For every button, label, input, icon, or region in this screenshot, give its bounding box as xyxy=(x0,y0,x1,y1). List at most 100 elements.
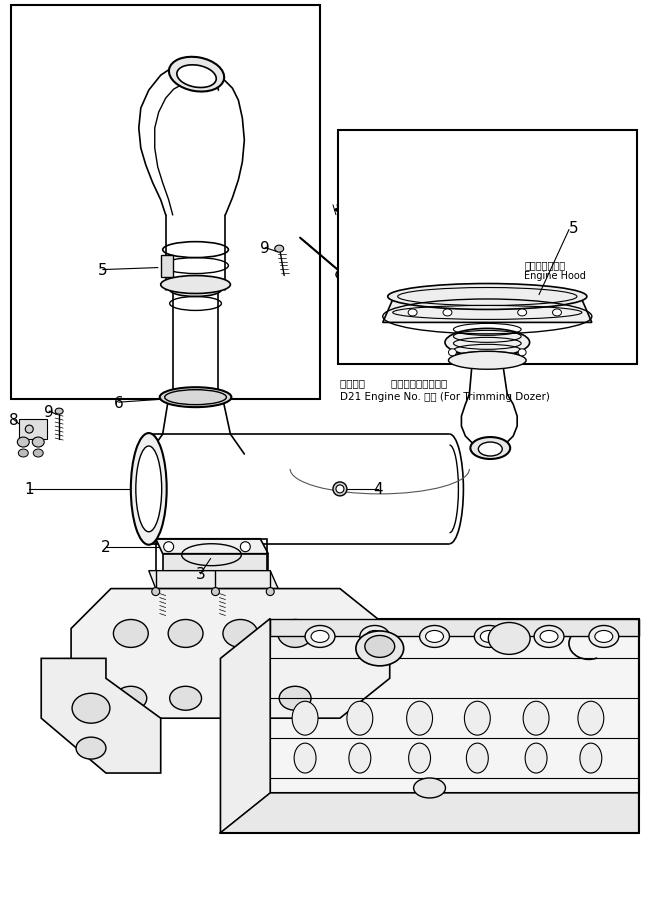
Ellipse shape xyxy=(426,630,443,643)
Ellipse shape xyxy=(488,623,530,655)
Ellipse shape xyxy=(177,66,216,88)
Ellipse shape xyxy=(223,619,258,648)
Ellipse shape xyxy=(518,310,526,317)
Ellipse shape xyxy=(465,701,490,735)
Bar xyxy=(338,131,637,365)
Text: 6: 6 xyxy=(114,395,124,410)
Ellipse shape xyxy=(580,743,602,773)
Ellipse shape xyxy=(305,626,335,648)
Ellipse shape xyxy=(445,329,530,357)
Ellipse shape xyxy=(448,350,456,356)
Ellipse shape xyxy=(413,778,445,798)
Ellipse shape xyxy=(240,542,251,552)
Ellipse shape xyxy=(25,425,33,434)
Ellipse shape xyxy=(278,619,313,648)
Bar xyxy=(19,420,47,440)
Ellipse shape xyxy=(474,626,504,648)
Ellipse shape xyxy=(525,743,547,773)
Polygon shape xyxy=(163,554,268,571)
Ellipse shape xyxy=(161,276,230,294)
Ellipse shape xyxy=(420,626,450,648)
Text: 9: 9 xyxy=(44,404,54,419)
Ellipse shape xyxy=(478,443,502,456)
Ellipse shape xyxy=(407,701,432,735)
Ellipse shape xyxy=(347,701,373,735)
Ellipse shape xyxy=(18,437,29,447)
Ellipse shape xyxy=(72,693,110,723)
Text: D21 Engine No. ・～ (For Trimming Dozer): D21 Engine No. ・～ (For Trimming Dozer) xyxy=(340,392,550,402)
Ellipse shape xyxy=(552,310,561,317)
Ellipse shape xyxy=(164,542,174,552)
Bar xyxy=(11,6,320,400)
Ellipse shape xyxy=(160,388,232,408)
Text: 1: 1 xyxy=(25,482,34,496)
Ellipse shape xyxy=(169,687,202,711)
Ellipse shape xyxy=(448,352,526,370)
Ellipse shape xyxy=(349,743,371,773)
Text: 4: 4 xyxy=(373,482,382,496)
Ellipse shape xyxy=(212,588,219,596)
Ellipse shape xyxy=(408,310,417,317)
Ellipse shape xyxy=(33,449,43,457)
Text: 適用号機        トリミングドーザ用: 適用号機 トリミングドーザ用 xyxy=(340,378,447,388)
Ellipse shape xyxy=(360,626,389,648)
Text: 8: 8 xyxy=(8,412,18,427)
Ellipse shape xyxy=(534,626,564,648)
Polygon shape xyxy=(221,793,639,833)
Ellipse shape xyxy=(409,743,430,773)
Ellipse shape xyxy=(578,701,604,735)
Text: 3: 3 xyxy=(195,567,205,581)
Ellipse shape xyxy=(18,449,29,457)
Polygon shape xyxy=(221,619,270,833)
Ellipse shape xyxy=(55,409,63,415)
Bar xyxy=(270,619,639,793)
Ellipse shape xyxy=(518,350,526,356)
Ellipse shape xyxy=(523,701,549,735)
Ellipse shape xyxy=(480,630,498,643)
Ellipse shape xyxy=(169,57,224,92)
Text: 9: 9 xyxy=(260,241,270,256)
Ellipse shape xyxy=(168,619,203,648)
Ellipse shape xyxy=(266,588,275,596)
Text: 5: 5 xyxy=(569,221,579,236)
Polygon shape xyxy=(149,571,278,589)
Polygon shape xyxy=(71,589,389,719)
Polygon shape xyxy=(156,539,268,554)
Ellipse shape xyxy=(131,434,167,545)
Ellipse shape xyxy=(467,743,488,773)
Ellipse shape xyxy=(225,687,256,711)
Text: 5: 5 xyxy=(98,262,108,278)
Ellipse shape xyxy=(114,619,148,648)
Ellipse shape xyxy=(32,437,44,447)
Ellipse shape xyxy=(292,701,318,735)
Ellipse shape xyxy=(333,483,347,496)
Ellipse shape xyxy=(169,283,221,297)
Ellipse shape xyxy=(275,246,284,253)
Ellipse shape xyxy=(136,446,162,532)
Ellipse shape xyxy=(294,743,316,773)
Ellipse shape xyxy=(595,630,613,643)
Ellipse shape xyxy=(589,626,618,648)
Bar xyxy=(270,619,639,637)
Ellipse shape xyxy=(471,437,510,459)
Ellipse shape xyxy=(311,630,329,643)
Ellipse shape xyxy=(356,631,404,666)
Ellipse shape xyxy=(336,271,350,281)
Bar xyxy=(156,539,267,571)
Text: エンジンフード: エンジンフード xyxy=(524,261,565,271)
Text: 7: 7 xyxy=(353,217,363,232)
Ellipse shape xyxy=(387,284,587,310)
Bar xyxy=(161,255,173,277)
Ellipse shape xyxy=(279,687,311,711)
Ellipse shape xyxy=(76,737,106,759)
Ellipse shape xyxy=(540,630,558,643)
Ellipse shape xyxy=(443,310,452,317)
Polygon shape xyxy=(42,659,161,773)
Text: Engine Hood: Engine Hood xyxy=(524,271,586,281)
Ellipse shape xyxy=(365,636,395,658)
Ellipse shape xyxy=(366,630,384,643)
Ellipse shape xyxy=(115,687,147,711)
Ellipse shape xyxy=(152,588,160,596)
Ellipse shape xyxy=(336,486,344,494)
Polygon shape xyxy=(383,300,592,323)
